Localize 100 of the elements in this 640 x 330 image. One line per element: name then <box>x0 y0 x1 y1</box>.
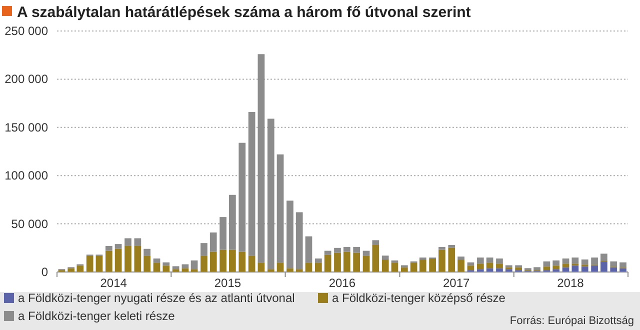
bar <box>552 260 560 266</box>
legend-label: a Földközi-tenger nyugati része és az atlanti útvonal <box>18 291 295 305</box>
bar <box>448 245 456 248</box>
bar <box>200 243 208 256</box>
bar <box>258 54 265 262</box>
bar <box>458 256 464 260</box>
bar <box>600 254 608 260</box>
legend-label: a Földközi-tenger középső része <box>332 291 506 305</box>
bar <box>153 258 160 262</box>
bar <box>134 238 142 246</box>
bar <box>400 267 408 272</box>
bar <box>105 250 112 272</box>
bar <box>581 266 588 272</box>
bar <box>124 246 132 272</box>
bar <box>620 262 626 268</box>
x-tick-label: 2015 <box>214 276 242 290</box>
bar <box>162 265 170 272</box>
text: Forrás: Európai Bizottság <box>510 315 634 327</box>
bar <box>543 266 550 270</box>
legend-label: a Földközi-tenger keleti része <box>18 309 176 323</box>
bar <box>552 265 560 270</box>
bar <box>248 256 256 272</box>
bar <box>314 262 322 272</box>
bar <box>296 212 303 270</box>
bar <box>286 268 294 272</box>
bar <box>114 248 122 272</box>
bar <box>496 268 503 272</box>
bar <box>229 250 236 272</box>
bar <box>68 268 74 272</box>
bar <box>220 217 226 250</box>
bar <box>496 263 503 268</box>
x-tick-label: 2017 <box>442 276 470 290</box>
bar <box>562 258 570 264</box>
bar <box>382 259 389 272</box>
bar <box>86 256 94 272</box>
bar <box>372 240 380 246</box>
bar <box>572 258 579 264</box>
bar <box>581 259 588 264</box>
bar <box>620 268 626 272</box>
x-tick-label: 2016 <box>328 276 356 290</box>
bar <box>429 258 436 272</box>
bar <box>334 248 341 253</box>
y-tick-label: 50 000 <box>11 216 48 231</box>
y-tick-label: 150 000 <box>4 120 48 134</box>
bar <box>486 262 494 268</box>
bar <box>476 258 484 264</box>
bar <box>419 259 426 272</box>
bar <box>210 252 217 272</box>
bar <box>76 265 84 272</box>
bar <box>210 232 217 252</box>
bar <box>600 261 608 272</box>
y-tick-label: 200 000 <box>4 72 48 86</box>
x-tick-label: 2014 <box>100 276 128 290</box>
bar <box>382 256 389 260</box>
bar <box>353 252 360 272</box>
bar <box>276 154 284 262</box>
bar <box>286 200 294 268</box>
bar <box>324 254 332 272</box>
bar <box>314 258 322 262</box>
bar <box>305 236 312 262</box>
bar <box>124 238 132 246</box>
bar <box>515 267 522 270</box>
bar <box>438 250 446 272</box>
bar <box>448 248 456 272</box>
bar <box>96 256 103 272</box>
bar <box>476 263 484 270</box>
bar <box>334 252 341 272</box>
bar <box>134 246 142 272</box>
bar <box>486 258 494 262</box>
bar <box>114 244 122 249</box>
bar <box>591 258 598 264</box>
bar <box>343 252 350 272</box>
bar <box>229 194 236 250</box>
bar <box>467 262 474 266</box>
bar <box>267 118 274 270</box>
bar <box>353 246 360 253</box>
bar <box>238 252 246 272</box>
chart-title: A szabálytalan határátlépések száma a három fő útvonal szerint <box>17 4 471 21</box>
bar <box>458 259 464 272</box>
bar <box>372 245 380 272</box>
bar <box>248 112 256 256</box>
bar <box>144 256 150 272</box>
bar <box>362 256 370 272</box>
bar <box>162 262 170 266</box>
y-tick-label: 100 000 <box>4 168 48 183</box>
bar <box>144 248 150 256</box>
bar <box>105 246 112 251</box>
bar <box>572 265 579 272</box>
y-tick-label: 250 000 <box>4 24 48 38</box>
bar <box>220 250 226 272</box>
bar <box>190 260 198 270</box>
bar <box>610 267 618 272</box>
bar <box>200 256 208 272</box>
bar <box>591 265 598 272</box>
y-tick-label: 0 <box>41 265 48 279</box>
bar <box>238 142 246 252</box>
bar <box>610 261 618 266</box>
bar <box>496 258 503 264</box>
bar <box>438 246 446 250</box>
x-tick-label: 2018 <box>557 276 584 290</box>
